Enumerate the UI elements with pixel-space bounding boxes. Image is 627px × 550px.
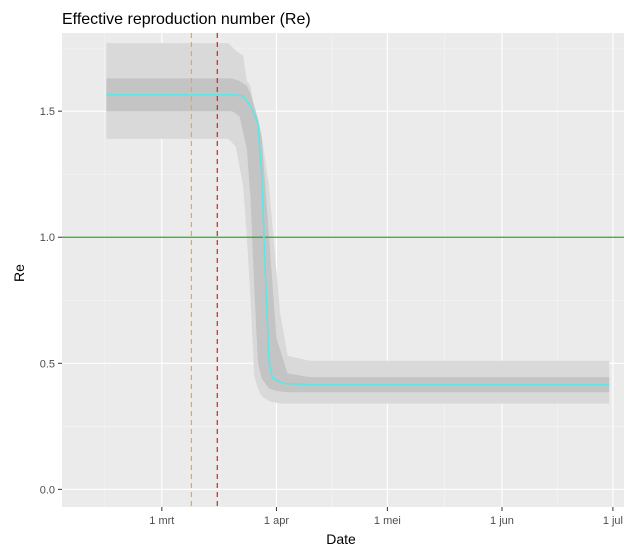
chart-title: Effective reproduction number (Re) [62, 11, 311, 28]
y-tick-label: 1.5 [40, 106, 55, 118]
reference-lines [62, 33, 624, 507]
confidence-bands [106, 43, 610, 404]
band-inner [106, 78, 610, 393]
y-axis-label: Re [11, 264, 27, 282]
y-tick-label: 0.5 [40, 358, 55, 370]
x-axis: 1 mrt 1 apr 1 mei 1 jun 1 jul [149, 507, 623, 527]
x-tick-label: 1 mei [374, 515, 401, 527]
y-tick-label: 0.0 [40, 484, 55, 496]
x-axis-label: Date [326, 531, 356, 547]
x-tick-label: 1 jun [490, 515, 514, 527]
x-tick-label: 1 apr [264, 515, 289, 527]
band-outer [106, 43, 610, 404]
y-axis: 0.0 0.5 1.0 1.5 [40, 106, 62, 496]
x-tick-label: 1 mrt [149, 515, 174, 527]
y-tick-label: 1.0 [40, 232, 55, 244]
series-lines [106, 93, 610, 386]
x-tick-label: 1 jul [603, 515, 623, 527]
re-line [106, 93, 610, 386]
